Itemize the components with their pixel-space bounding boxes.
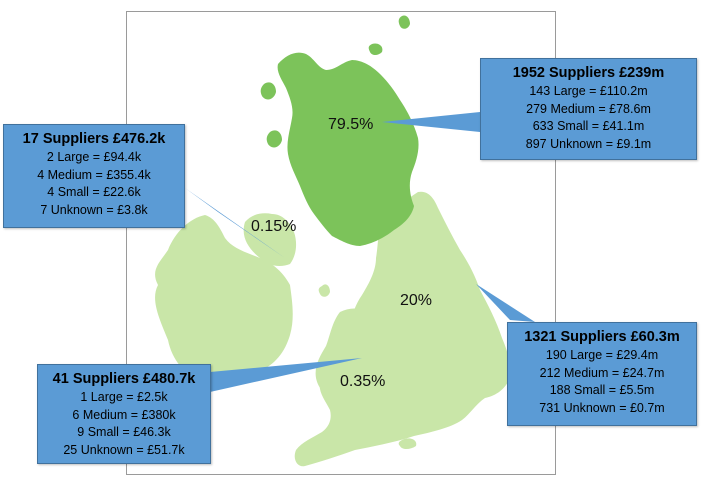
scotland-island [266,130,282,148]
northern-ireland-row-small: 4 Small = £22.6k [47,185,141,199]
wales-callout: 41 Suppliers £480.7k 1 Large = £2.5k 6 M… [37,364,211,464]
scotland-row-large: 143 Large = £110.2m [529,84,648,98]
england-share-label: 20% [400,292,433,309]
scotland-callout: 1952 Suppliers £239m 143 Large = £110.2m… [480,58,697,160]
england-landmass [294,191,511,467]
scotland-row-small: 633 Small = £41.1m [532,119,645,133]
shetland-island [398,15,410,29]
england-callout-pointer [476,284,535,322]
wales-landmass [315,308,377,398]
england-callout-title: 1321 Suppliers £60.3m [524,329,680,345]
wales-share-label: 0.35% [340,373,386,390]
wales-callout-pointer [210,358,362,392]
wales-row-large: 1 Large = £2.5k [80,390,168,404]
england-row-small: 188 Small = £5.5m [549,383,655,397]
ireland-landmass [155,215,293,383]
wales-row-medium: 6 Medium = £380k [72,407,176,422]
northern-ireland-row-large: 2 Large = £94.4k [46,150,142,164]
england-row-unknown: 731 Unknown = £0.7m [539,400,665,415]
scotland-island [294,156,306,171]
northern-ireland-row-unknown: 7 Unknown = £3.8k [40,202,148,217]
northern-ireland-share-label: 0.15% [251,218,297,235]
scotland-callout-title: 1952 Suppliers £239m [512,65,665,81]
scotland-share-label: 79.5% [328,116,374,133]
northern-ireland-callout-title: 17 Suppliers £476.2k [22,131,166,147]
orkney-island [368,43,383,55]
scotland-row-medium: 279 Medium = £78.6m [526,101,651,116]
england-row-medium: 212 Medium = £24.7m [539,365,665,380]
wales-row-unknown: 25 Unknown = £51.7k [63,442,185,457]
scotland-landmass [277,52,419,246]
scotland-island [260,82,276,100]
england-callout: 1321 Suppliers £60.3m 190 Large = £29.4m… [507,322,697,426]
northern-ireland-callout: 17 Suppliers £476.2k 2 Large = £94.4k 4 … [3,124,185,228]
northern-ireland-row-medium: 4 Medium = £355.4k [37,167,151,182]
england-row-large: 190 Large = £29.4m [545,348,659,362]
wales-row-small: 9 Small = £46.3k [77,425,171,439]
northern-ireland-landmass [243,213,297,266]
wales-callout-title: 41 Suppliers £480.7k [52,371,196,387]
northern-ireland-callout-pointer [185,188,285,258]
isle-of-man [318,284,330,297]
scotland-callout-pointer [382,112,480,132]
scotland-row-unknown: 897 Unknown = £9.1m [525,136,652,151]
isle-of-wight [398,438,417,449]
